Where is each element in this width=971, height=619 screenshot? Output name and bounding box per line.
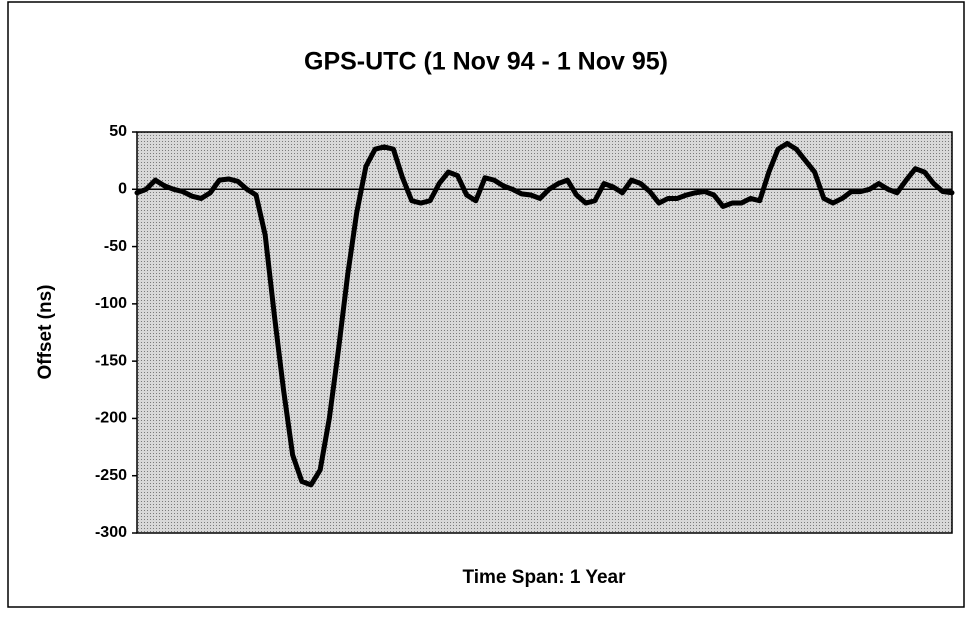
- y-tick-label: -200: [95, 410, 127, 427]
- x-axis-label: Time Span: 1 Year: [463, 567, 627, 588]
- y-tick-label: -300: [95, 524, 127, 541]
- y-tick-label: -100: [95, 295, 127, 312]
- y-tick-label: -250: [95, 467, 127, 484]
- y-tick-label: 0: [118, 181, 127, 198]
- plot-area: [136, 131, 953, 534]
- y-tick-label: -50: [104, 238, 127, 255]
- data-line: [134, 140, 955, 488]
- y-tick-label: -150: [95, 352, 127, 369]
- chart-title: GPS-UTC (1 Nov 94 - 1 Nov 95): [304, 48, 668, 76]
- y-tick-label: 50: [109, 123, 127, 140]
- y-axis-label: Offset (ns): [35, 285, 56, 380]
